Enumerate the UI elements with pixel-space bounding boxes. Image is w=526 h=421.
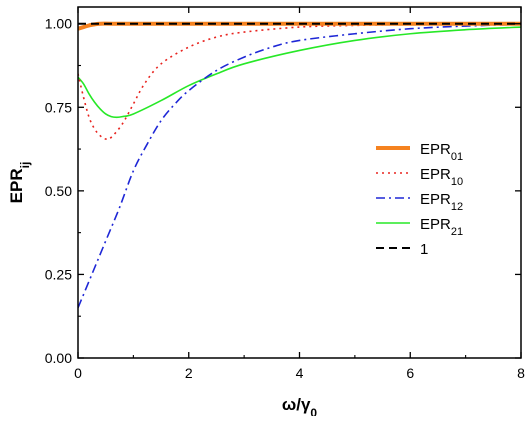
legend-label: EPR21 [420, 216, 463, 238]
legend: EPR01 EPR10 EPR12 EPR21 1 [376, 141, 463, 258]
series-line-epr21 [78, 26, 521, 119]
x-axis-title: ω/γ0 [282, 395, 318, 416]
y-tick-label: 0.00 [45, 350, 72, 366]
series-layer [78, 21, 521, 309]
legend-item: 1 [376, 241, 428, 258]
axes-layer: 0 2 4 6 8 0.00 0.25 0.50 0.75 1.00 ω/γ0 EPRij [7, 6, 525, 420]
y-tick-label: 0.75 [45, 99, 72, 115]
y-tick-label: 1.00 [45, 16, 72, 32]
y-axis-title: EPRij [7, 162, 32, 204]
legend-item: EPR10 [376, 166, 463, 188]
y-tick-label: 0.50 [45, 183, 72, 199]
x-tick-label: 2 [185, 365, 193, 381]
legend-label: 1 [420, 241, 428, 258]
legend-item: EPR21 [376, 216, 463, 238]
x-tick-label: 0 [74, 365, 82, 381]
legend-label: EPR01 [420, 141, 463, 163]
x-tick-label: 4 [296, 365, 304, 381]
legend-item: EPR12 [376, 191, 463, 213]
x-tick-label: 6 [406, 365, 414, 381]
y-tick-label: 0.25 [45, 266, 72, 282]
legend-label: EPR12 [420, 191, 463, 213]
series-line-epr12 [78, 23, 521, 309]
legend-item: EPR01 [376, 141, 463, 163]
x-tick-label: 8 [517, 365, 525, 381]
legend-label: EPR10 [420, 166, 463, 188]
